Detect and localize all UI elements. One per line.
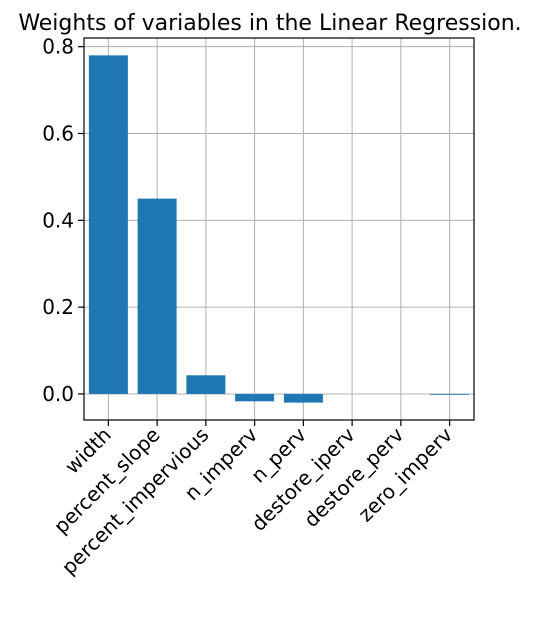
bar-n-perv — [283, 393, 323, 403]
y-tick-label-4: 0.8 — [42, 35, 74, 59]
chart-title: Weights of variables in the Linear Regre… — [18, 11, 521, 36]
y-tick-label-0: 0.0 — [42, 382, 74, 406]
plot-frame — [83, 37, 475, 421]
y-tick-label-3: 0.6 — [42, 122, 74, 146]
bars — [88, 55, 470, 403]
x-axis-ticks: widthpercent_slopepercent_imperviousn_im… — [49, 420, 457, 579]
bar-percent-impervious — [186, 375, 226, 394]
bar-zero-imperv — [430, 393, 470, 395]
bar-percent-slope — [137, 198, 177, 394]
y-tick-label-1: 0.2 — [42, 295, 74, 319]
bar-width — [88, 55, 128, 394]
bar-n-imperv — [235, 393, 275, 402]
y-axis-ticks: 0.0 0.2 0.4 0.6 0.8 — [42, 35, 84, 406]
y-tick-label-2: 0.4 — [42, 208, 74, 232]
